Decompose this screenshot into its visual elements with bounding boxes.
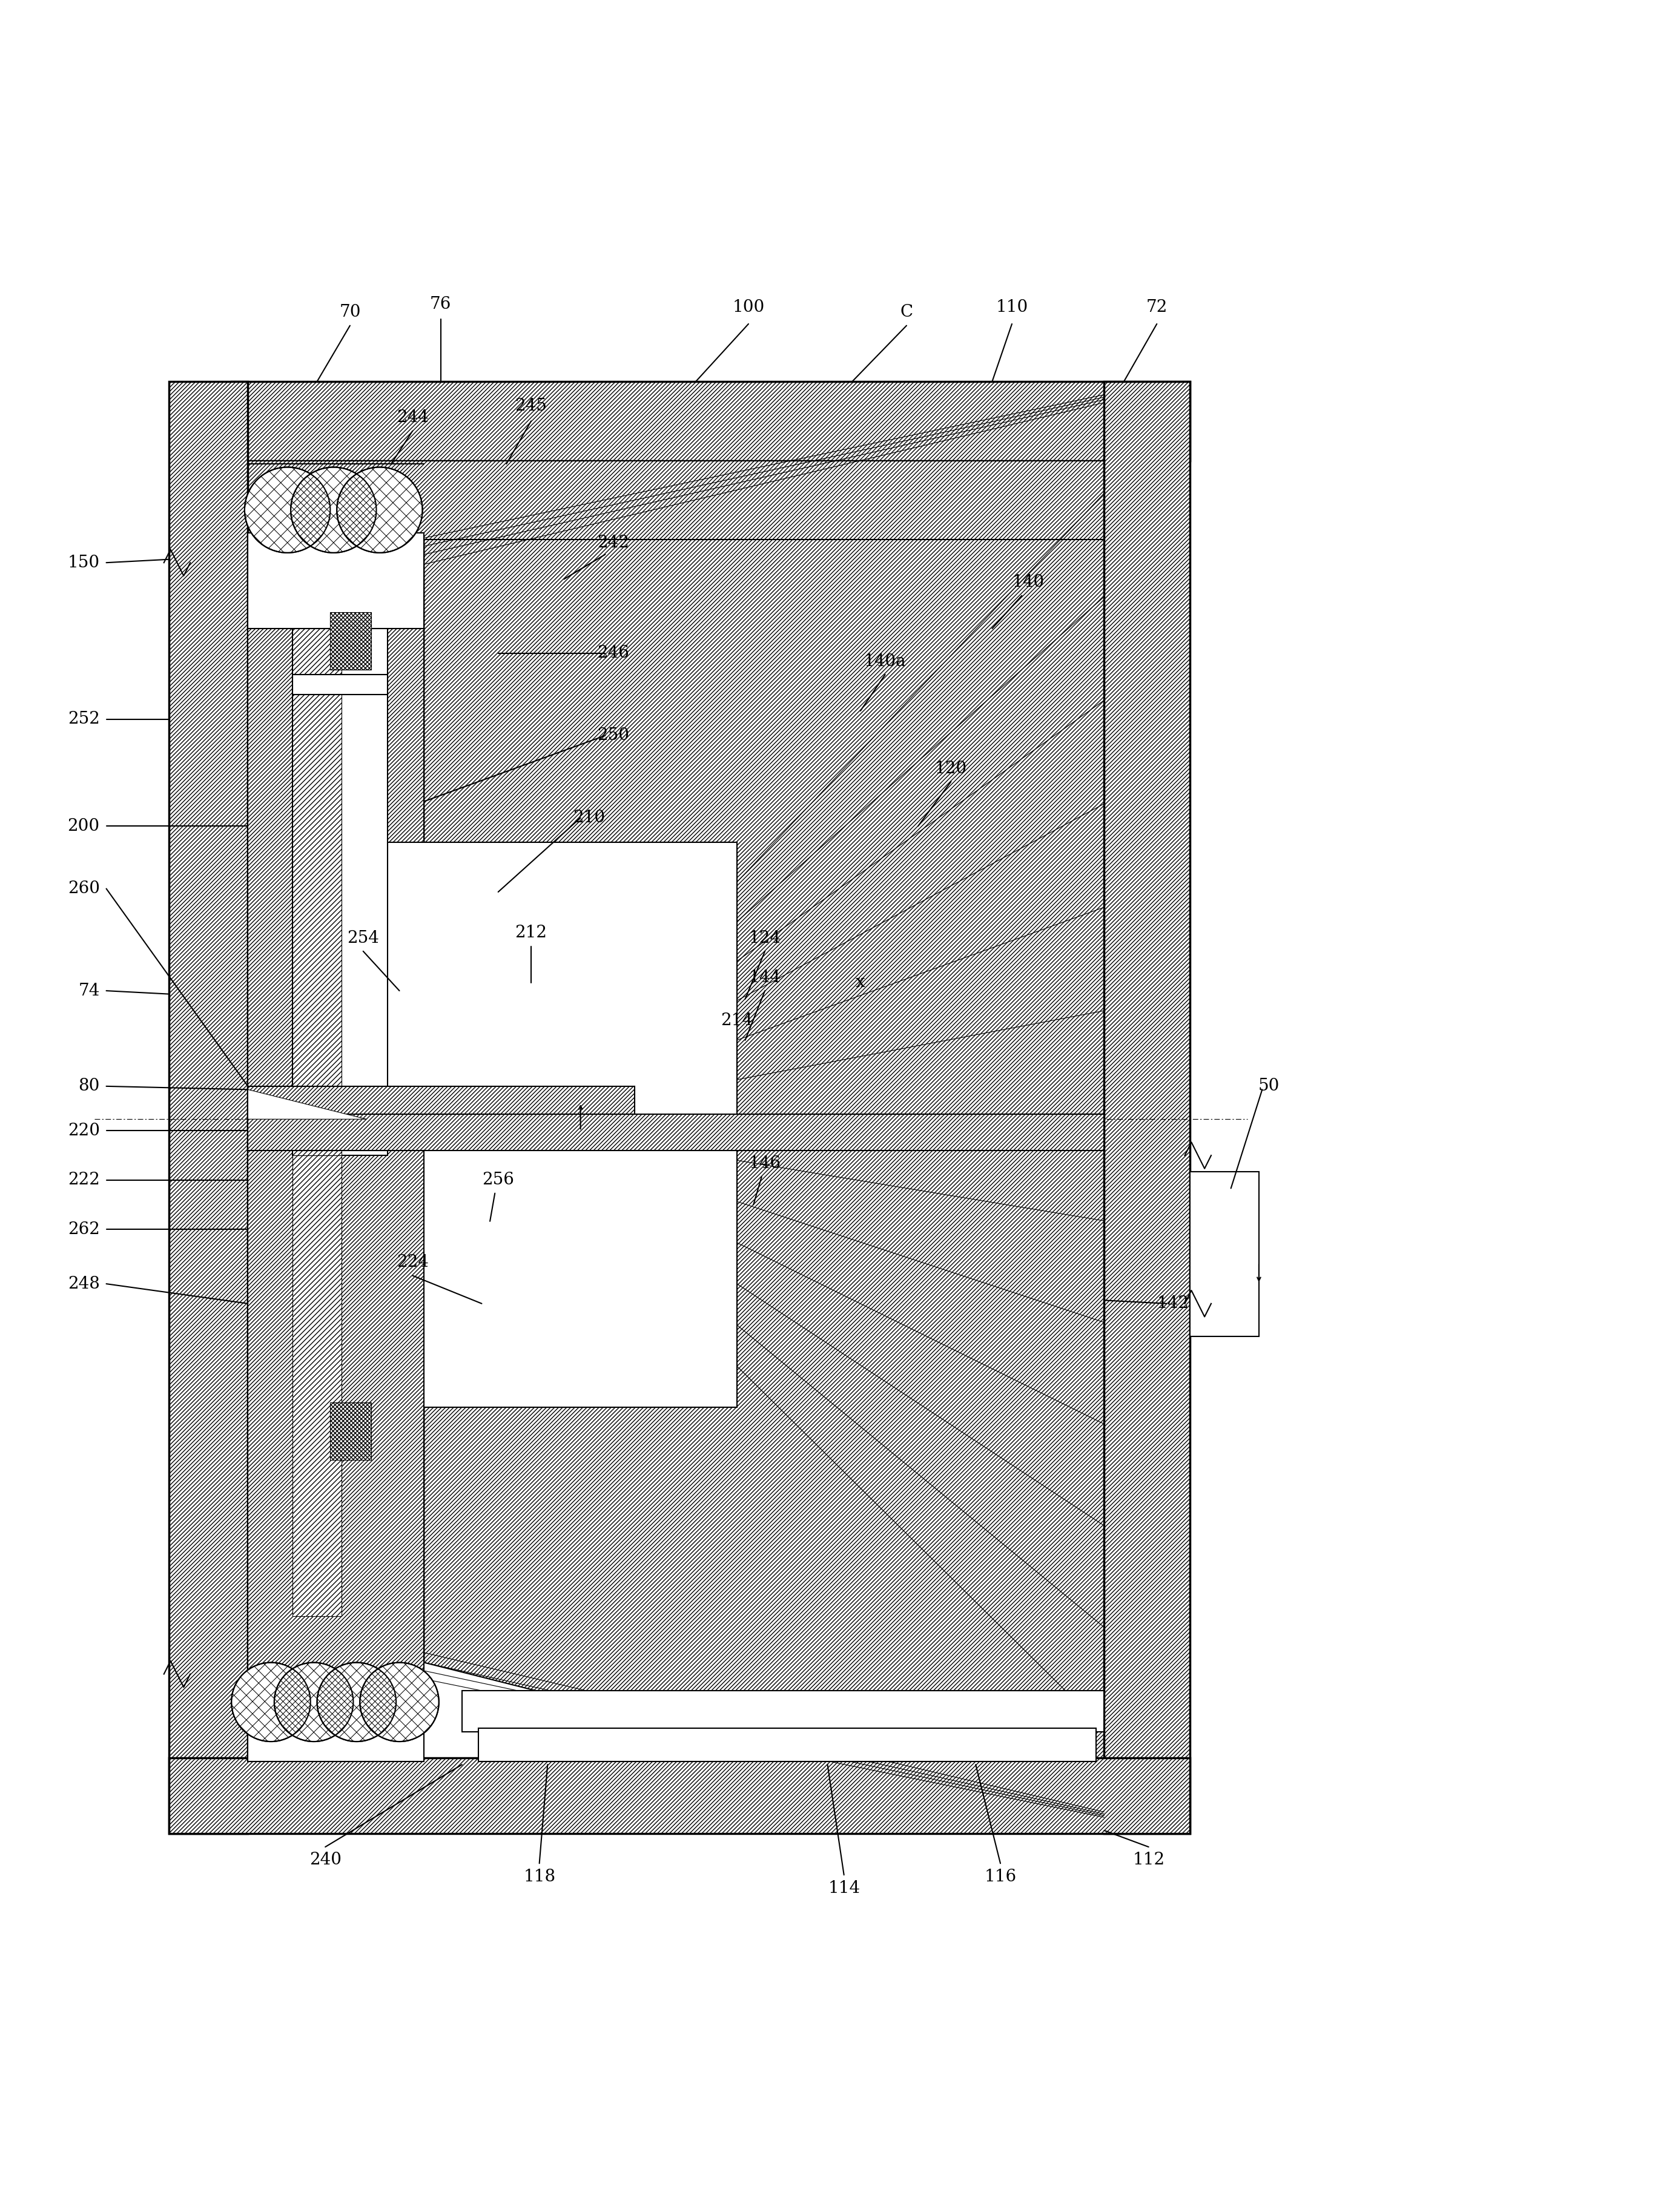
Bar	[293, 619, 387, 1155]
Text: 76: 76	[430, 296, 452, 312]
Text: 262: 262	[68, 1221, 99, 1239]
Text: 240: 240	[309, 1851, 341, 1869]
Text: 140: 140	[1013, 575, 1044, 591]
Bar	[248, 1683, 424, 1761]
Bar	[248, 1115, 1104, 1150]
Text: 120: 120	[935, 761, 967, 776]
Circle shape	[318, 1663, 396, 1741]
Text: 246: 246	[597, 646, 629, 661]
Text: 116: 116	[985, 1869, 1016, 1885]
Text: 256: 256	[482, 1172, 515, 1188]
Text: 244: 244	[397, 409, 429, 427]
Circle shape	[291, 467, 376, 553]
Text: 248: 248	[68, 1276, 99, 1292]
Bar	[232, 380, 1190, 460]
Text: 260: 260	[68, 880, 99, 896]
Text: 210: 210	[573, 810, 604, 825]
Circle shape	[245, 467, 331, 553]
Text: 220: 220	[68, 1121, 99, 1139]
Text: 112: 112	[1132, 1851, 1165, 1869]
Polygon shape	[424, 1119, 1104, 1834]
Bar	[331, 1402, 371, 1460]
Text: 252: 252	[68, 710, 99, 728]
Bar	[331, 613, 371, 670]
Bar	[293, 675, 387, 695]
Bar	[1104, 380, 1190, 1834]
Bar	[366, 843, 736, 1119]
Bar	[248, 1086, 636, 1121]
Bar	[248, 460, 1104, 540]
Text: 140a: 140a	[864, 653, 907, 670]
Text: 222: 222	[68, 1172, 99, 1188]
Circle shape	[275, 1663, 353, 1741]
Text: 150: 150	[68, 555, 99, 571]
Text: 50: 50	[1258, 1077, 1279, 1095]
Text: 124: 124	[748, 929, 781, 947]
Text: 224: 224	[397, 1254, 429, 1270]
Text: 245: 245	[515, 398, 548, 414]
Text: C: C	[900, 305, 914, 321]
Circle shape	[338, 467, 422, 553]
Text: 110: 110	[996, 299, 1028, 316]
Text: 200: 200	[68, 818, 99, 834]
Bar	[248, 533, 424, 628]
Text: 254: 254	[348, 929, 379, 947]
Bar	[169, 380, 248, 1834]
Text: 214: 214	[722, 1013, 753, 1029]
Text: 212: 212	[515, 925, 548, 942]
Circle shape	[359, 1663, 439, 1741]
Bar	[293, 619, 341, 1155]
Polygon shape	[424, 380, 1104, 1115]
Bar	[248, 538, 424, 1179]
Bar	[1190, 1172, 1259, 1336]
Text: 80: 80	[78, 1077, 99, 1095]
Text: 74: 74	[78, 982, 99, 1000]
Text: 100: 100	[733, 299, 765, 316]
Bar	[169, 1759, 1190, 1834]
Text: 118: 118	[523, 1869, 556, 1885]
Text: 242: 242	[597, 535, 629, 551]
Text: 70: 70	[339, 305, 361, 321]
Bar	[366, 1119, 736, 1407]
Text: x: x	[856, 973, 866, 991]
Polygon shape	[248, 1091, 366, 1119]
Bar	[462, 1690, 1104, 1732]
Text: 142: 142	[1157, 1296, 1190, 1312]
Text: 72: 72	[1147, 299, 1167, 316]
Text: 114: 114	[828, 1880, 861, 1896]
Text: 144: 144	[748, 969, 781, 987]
Bar	[478, 1728, 1096, 1761]
Bar	[248, 1148, 424, 1690]
Bar	[293, 1155, 341, 1617]
Text: 250: 250	[597, 728, 629, 743]
Circle shape	[232, 1663, 311, 1741]
Text: 146: 146	[748, 1155, 781, 1172]
